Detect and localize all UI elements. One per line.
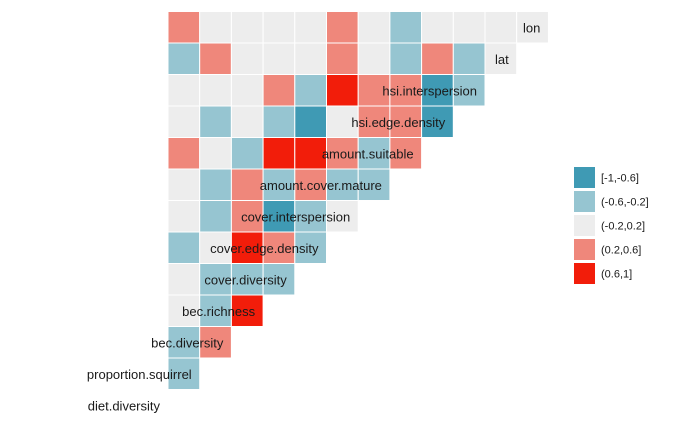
legend-label-4: (0.6,1]	[601, 269, 632, 281]
heatmap-cell-bec.richness-proportion.squirrel	[199, 294, 232, 327]
heatmap-cell-hsi.interspersion-bec.richness	[262, 74, 296, 107]
legend-swatch-3	[574, 239, 595, 260]
heatmap-cell-hsi.edge.density-amount.suitable	[421, 105, 454, 138]
heatmap-cell-lon-cover.edge.density	[326, 11, 359, 44]
heatmap-cell-amount.suitable-amount.cover.mature	[389, 137, 423, 170]
legend-swatch-4	[574, 263, 595, 284]
legend-label-0: [-1,-0.6]	[601, 173, 639, 185]
heatmap-cell-lon-cover.interspersion	[357, 11, 391, 44]
variable-label-cover.edge.density: cover.edge.density	[210, 241, 319, 256]
legend-swatch-1	[574, 191, 595, 212]
heatmap-cell-cover.diversity-proportion.squirrel	[199, 263, 232, 296]
heatmap-cell-amount.cover.mature-cover.edge.density	[326, 168, 359, 201]
variable-label-amount.cover.mature: amount.cover.mature	[260, 178, 382, 193]
heatmap-cell-amount.suitable-proportion.squirrel	[199, 137, 232, 170]
heatmap-cell-lat-diet.diversity	[167, 42, 201, 75]
heatmap-cell-lat-hsi.interspersion	[484, 42, 518, 75]
heatmap-cell-bec.diversity-diet.diversity	[167, 326, 201, 359]
heatmap-cell-lon-cover.diversity	[294, 11, 327, 44]
heatmap-cell-hsi.interspersion-proportion.squirrel	[199, 74, 232, 107]
heatmap-cell-hsi.interspersion-diet.diversity	[167, 74, 201, 107]
variable-labels: diet.diversity proportion.squirrel bec.div…	[87, 20, 540, 413]
heatmap-cell-lat-cover.edge.density	[326, 42, 359, 75]
variable-label-cover.diversity: cover.diversity	[204, 272, 287, 287]
heatmap-cell-hsi.edge.density-cover.diversity	[294, 105, 327, 138]
heatmap-cell-lon-lat	[516, 11, 549, 44]
legend: [-1,-0.6] (-0.6,-0.2] (-0.2,0.2] (0.2,0.6] (…	[574, 167, 649, 284]
legend-label-2: (-0.2,0.2]	[601, 221, 645, 233]
heatmap-cell-cover.diversity-bec.diversity	[230, 263, 264, 296]
heatmap-cell-hsi.edge.density-cover.interspersion	[357, 105, 391, 138]
heatmap-cell-lat-cover.diversity	[294, 42, 327, 75]
variable-label-lon: lon	[523, 20, 540, 35]
heatmap-cell-bec.richness-bec.diversity	[230, 294, 264, 327]
variable-label-amount.suitable: amount.suitable	[322, 146, 414, 161]
heatmap-cell-cover.edge.density-diet.diversity	[167, 231, 201, 264]
heatmap-cell-hsi.edge.density-proportion.squirrel	[199, 105, 232, 138]
heatmap-cell-amount.cover.mature-bec.diversity	[230, 168, 264, 201]
variable-label-hsi.interspersion: hsi.interspersion	[382, 83, 477, 98]
variable-label-proportion.squirrel: proportion.squirrel	[87, 367, 192, 382]
heatmap-cell-lon-diet.diversity	[167, 11, 201, 44]
heatmap-cell-amount.suitable-cover.edge.density	[326, 137, 359, 170]
heatmap-cell-lat-cover.interspersion	[357, 42, 391, 75]
variable-label-bec.diversity: bec.diversity	[151, 335, 224, 350]
legend-label-3: (0.2,0.6]	[601, 245, 641, 257]
heatmap-cell-lat-bec.diversity	[230, 42, 264, 75]
heatmap-cell-cover.interspersion-cover.diversity	[294, 200, 327, 233]
heatmap-cell-lon-hsi.edge.density	[452, 11, 486, 44]
heatmap-cell-lon-amount.suitable	[421, 11, 454, 44]
heatmap-cell-amount.cover.mature-diet.diversity	[167, 168, 201, 201]
heatmap-cell-hsi.edge.density-diet.diversity	[167, 105, 201, 138]
heatmap-cell-amount.suitable-diet.diversity	[167, 137, 201, 170]
heatmap-cell-lat-amount.cover.mature	[389, 42, 423, 75]
heatmap-cell-lon-amount.cover.mature	[389, 11, 423, 44]
heatmap-cell-amount.suitable-bec.richness	[262, 137, 296, 170]
heatmap-cell-hsi.edge.density-amount.cover.mature	[389, 105, 423, 138]
legend-swatch-0	[574, 167, 595, 188]
heatmap-cell-amount.suitable-bec.diversity	[230, 137, 264, 170]
variable-label-hsi.edge.density: hsi.edge.density	[351, 115, 445, 130]
heatmap-cell-hsi.interspersion-cover.diversity	[294, 74, 327, 107]
legend-label-1: (-0.6,-0.2]	[601, 197, 649, 209]
heatmap-cell-lat-amount.suitable	[421, 42, 454, 75]
heatmap-cell-amount.cover.mature-proportion.squirrel	[199, 168, 232, 201]
heatmap-cell-lon-bec.richness	[262, 11, 296, 44]
variable-label-lat: lat	[495, 52, 509, 67]
heatmap-cell-hsi.edge.density-bec.richness	[262, 105, 296, 138]
variable-label-cover.interspersion: cover.interspersion	[241, 209, 350, 224]
heatmap-cell-lon-hsi.interspersion	[484, 11, 518, 44]
heatmap-cell-cover.edge.density-cover.diversity	[294, 231, 327, 264]
heatmap-cell-proportion.squirrel-diet.diversity	[167, 357, 201, 390]
heatmap-cell-cover.interspersion-cover.edge.density	[326, 200, 359, 233]
heatmap-cell-lon-bec.diversity	[230, 11, 264, 44]
variable-label-diet.diversity: diet.diversity	[88, 398, 161, 413]
heatmap-cell-cover.edge.density-proportion.squirrel	[199, 231, 232, 264]
heatmap-cell-lat-proportion.squirrel	[199, 42, 232, 75]
heatmap-cell-cover.diversity-diet.diversity	[167, 263, 201, 296]
heatmap-cell-cover.edge.density-bec.richness	[262, 231, 296, 264]
variable-label-bec.richness: bec.richness	[182, 304, 255, 319]
heatmap-cell-lat-bec.richness	[262, 42, 296, 75]
heatmap-cell-cover.interspersion-diet.diversity	[167, 200, 201, 233]
heatmap-cell-cover.interspersion-proportion.squirrel	[199, 200, 232, 233]
heatmap-cell-hsi.interspersion-bec.diversity	[230, 74, 264, 107]
heatmap-cell-amount.cover.mature-cover.diversity	[294, 168, 327, 201]
heatmap-cell-hsi.edge.density-bec.diversity	[230, 105, 264, 138]
legend-swatch-2	[574, 215, 595, 236]
heatmap-cells	[167, 11, 549, 390]
heatmap-cell-hsi.interspersion-cover.edge.density	[326, 74, 359, 107]
heatmap-cell-lat-hsi.edge.density	[452, 42, 486, 75]
heatmap-cell-lon-proportion.squirrel	[199, 11, 232, 44]
heatmap-cell-cover.diversity-bec.richness	[262, 263, 296, 296]
